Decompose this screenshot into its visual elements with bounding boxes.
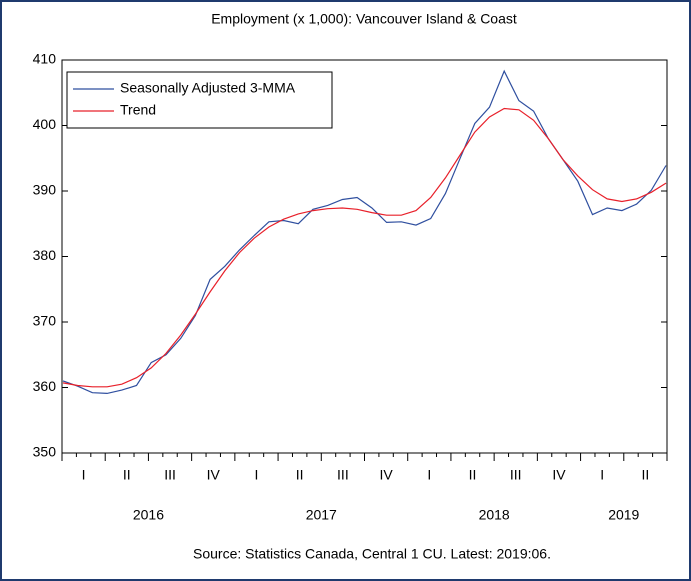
x-tick-label: II [123,467,131,483]
legend-box [66,71,333,129]
y-tick-label: 380 [33,247,57,263]
x-tick-label: III [164,467,176,483]
y-tick-label: 350 [33,444,57,460]
y-tick-label: 400 [33,116,57,132]
year-label: 2018 [479,507,510,523]
y-tick-label: 410 [33,51,57,67]
year-label: 2017 [306,507,337,523]
legend-label: Trend [120,102,156,118]
year-label: 2016 [133,507,164,523]
legend-label: Seasonally Adjusted 3-MMA [120,80,296,96]
x-tick-label: IV [552,467,566,483]
x-tick-label: I [600,467,604,483]
year-label: 2019 [608,507,639,523]
x-tick-label: I [255,467,259,483]
x-tick-label: II [296,467,304,483]
y-tick-label: 390 [33,182,57,198]
x-tick-label: I [82,467,86,483]
source-note: Source: Statistics Canada, Central 1 CU.… [193,546,551,562]
y-tick-label: 370 [33,313,57,329]
x-tick-label: II [642,467,650,483]
x-tick-label: III [337,467,349,483]
chart-title: Employment (x 1,000): Vancouver Island &… [211,11,517,27]
series-line [62,107,667,388]
x-tick-label: I [427,467,431,483]
x-tick-label: IV [207,467,221,483]
x-tick-label: IV [379,467,393,483]
y-tick-label: 360 [33,378,57,394]
x-tick-label: III [510,467,522,483]
x-tick-label: II [469,467,477,483]
